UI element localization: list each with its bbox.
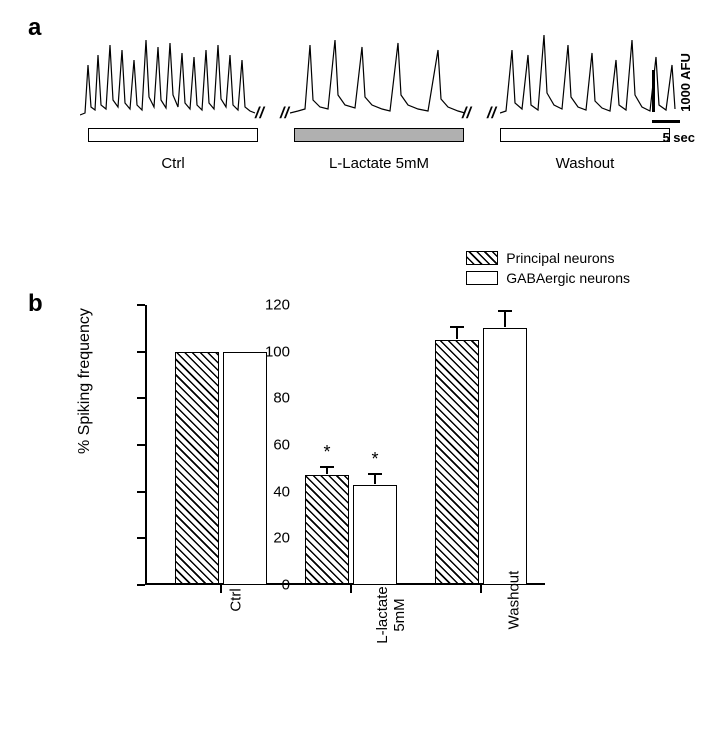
y-axis-title: % Spiking frequency [76,308,94,454]
condition-label-ctrl: Ctrl [88,155,258,172]
y-tick [137,584,145,586]
bar [175,352,219,585]
legend-item-principal: Principal neurons [466,250,630,266]
trace-lactate [290,35,470,125]
break-mark: // [280,105,289,123]
y-tick-label: 0 [282,577,290,594]
y-tick-label: 40 [273,483,290,500]
panel-b: Principal neurons GABAergic neurons % Sp… [30,250,700,730]
error-cap [320,466,334,468]
y-tick [137,491,145,493]
y-tick [137,537,145,539]
break-mark: // [487,105,496,123]
scale-x-label: 5 sec [662,130,695,145]
x-tick-label: L-lactate5mM [375,586,408,644]
panel-a: // // // // Ctrl L-Lactate 5mM Washout 1… [30,10,700,220]
scale-y-label: 1000 AFU [678,53,693,112]
bar: * [305,475,349,585]
y-tick-label: 60 [273,437,290,454]
error-bar [326,467,328,474]
legend-swatch-hatch [466,251,498,265]
error-bar [504,311,506,327]
condition-label-washout: Washout [500,155,670,172]
scale-vertical-bar [652,70,655,112]
condition-bar-ctrl [88,128,258,142]
error-bar [456,327,458,339]
error-cap [368,473,382,475]
trace-ctrl [80,35,260,125]
y-tick [137,351,145,353]
x-tick-label: Ctrl [228,588,245,611]
legend: Principal neurons GABAergic neurons [466,250,630,290]
condition-bar-lactate [294,128,464,142]
legend-label-principal: Principal neurons [506,250,614,266]
error-bar [374,474,376,483]
y-tick-label: 120 [265,297,290,314]
significance-star: * [323,442,330,463]
bar: * [353,485,397,585]
x-tick [350,585,352,593]
legend-label-gaba: GABAergic neurons [506,270,630,286]
bar [223,352,267,585]
error-cap [498,310,512,312]
y-tick [137,444,145,446]
chart-area: ** [145,305,545,585]
y-tick [137,304,145,306]
condition-bar-washout [500,128,670,142]
bar [435,340,479,585]
x-tick [220,585,222,593]
x-tick [480,585,482,593]
significance-star: * [371,449,378,470]
y-tick-label: 20 [273,530,290,547]
traces-row [80,35,680,135]
scale-horizontal-bar [652,120,680,123]
break-mark: // [255,105,264,123]
y-tick-label: 100 [265,343,290,360]
condition-label-lactate: L-Lactate 5mM [294,155,464,172]
error-cap [450,326,464,328]
legend-item-gaba: GABAergic neurons [466,270,630,286]
break-mark: // [462,105,471,123]
legend-swatch-plain [466,271,498,285]
y-tick-label: 80 [273,390,290,407]
x-tick-label: Washout [505,571,522,630]
y-tick [137,397,145,399]
y-axis [145,305,147,585]
bar [483,328,527,585]
